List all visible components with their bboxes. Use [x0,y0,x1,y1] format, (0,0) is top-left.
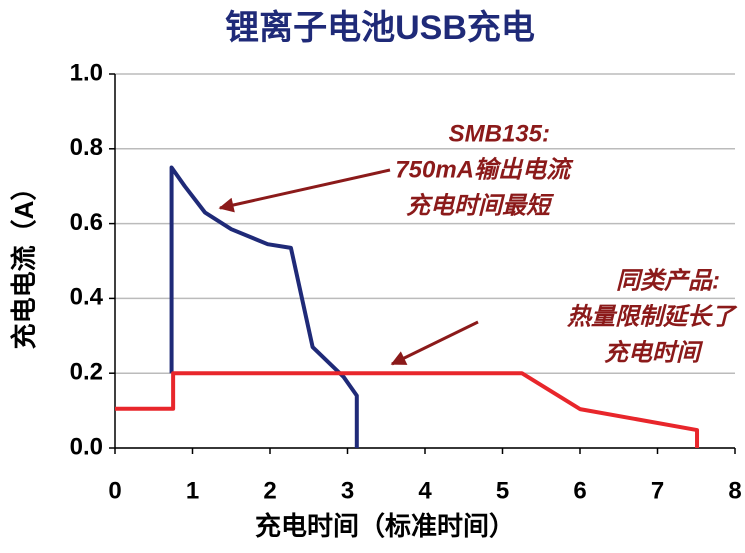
y-tick-label: 0.4 [70,284,104,311]
line-series [115,371,700,448]
x-tick-label: 2 [263,477,276,504]
x-tick-label: 7 [651,477,664,504]
x-tick-label: 1 [186,477,199,504]
annotation: 充电时间 [604,339,704,366]
annotation: 同类产品: [616,267,720,294]
x-tick-label: 5 [496,477,509,504]
chart-title: 锂离子电池USB充电 [225,8,535,47]
x-tick-label: 6 [573,477,586,504]
y-axis-label: 充电电流（A） [9,175,39,350]
y-tick-label: 0.6 [70,209,103,236]
annotation: 750mA输出电流 [395,156,574,183]
annotation: 热量限制延长了 [566,303,738,330]
annotation: 充电时间最短 [406,192,555,219]
x-tick-label: 3 [341,477,354,504]
x-tick-label: 4 [418,477,432,504]
y-tick-label: 0.8 [70,134,103,161]
y-tick-label: 0.0 [70,433,103,460]
x-tick-label: 0 [108,477,121,504]
x-tick-label: 8 [728,477,741,504]
y-tick-label: 0.2 [70,359,103,386]
x-axis-label: 充电时间（标准时间） [255,511,515,541]
arrow [218,168,391,213]
arrow [390,320,479,366]
annotation: SMB135: [449,120,550,147]
y-tick-label: 1.0 [70,59,103,86]
line-series [169,165,359,448]
